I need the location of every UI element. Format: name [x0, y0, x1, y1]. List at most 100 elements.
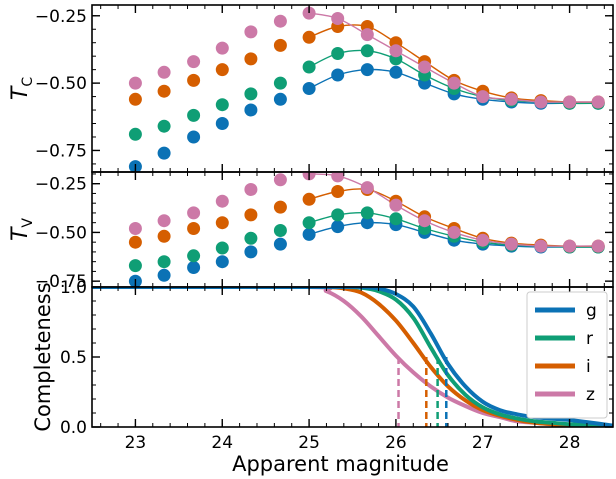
data-point-g	[273, 237, 287, 251]
data-point-r	[244, 231, 258, 245]
data-point-z	[360, 181, 374, 195]
data-point-r	[360, 44, 374, 58]
data-point-i	[331, 185, 345, 198]
data-point-g	[215, 117, 229, 130]
data-point-z	[244, 25, 258, 39]
data-point-r	[244, 87, 258, 101]
data-point-r	[187, 108, 201, 122]
data-point-g	[331, 220, 345, 234]
data-point-z	[504, 237, 518, 251]
data-point-r	[157, 119, 171, 133]
data-point-r	[331, 47, 345, 60]
data-point-i	[302, 192, 316, 206]
data-point-z	[128, 222, 142, 235]
y-axis-label-completeness: Completeness	[31, 282, 55, 431]
data-point-i	[215, 216, 229, 230]
data-point-r	[157, 255, 171, 269]
data-point-z	[273, 173, 287, 187]
data-point-i	[302, 30, 316, 44]
data-point-r	[389, 212, 403, 226]
data-point-z	[476, 233, 490, 247]
data-point-z	[215, 194, 229, 208]
data-point-i	[244, 208, 258, 222]
data-point-z	[302, 6, 316, 20]
legend-label-g: g	[586, 301, 597, 321]
data-point-g	[157, 268, 171, 282]
y-tick-label: −0.50	[35, 74, 87, 94]
y-tick-label: −0.25	[35, 7, 87, 27]
y-tick-label: −0.50	[35, 223, 87, 243]
x-tick-label: 28	[559, 433, 581, 453]
y-tick-label: 0.5	[60, 348, 87, 368]
data-point-z	[187, 206, 201, 220]
x-tick-label: 26	[385, 433, 407, 453]
data-point-i	[273, 38, 287, 52]
x-tick-label: 23	[125, 433, 147, 453]
data-point-i	[273, 200, 287, 214]
data-point-z	[389, 44, 403, 58]
data-point-i	[187, 73, 201, 87]
data-point-g	[187, 261, 201, 274]
data-point-z	[534, 95, 548, 109]
x-tick-label: 27	[472, 433, 494, 453]
data-point-g	[273, 92, 287, 106]
data-point-i	[157, 84, 171, 98]
data-point-z	[187, 55, 201, 69]
data-point-z	[447, 225, 461, 239]
data-point-z	[418, 214, 432, 228]
data-point-z	[563, 95, 577, 109]
data-point-r	[331, 208, 345, 222]
data-point-z	[215, 41, 229, 55]
data-point-r	[273, 76, 287, 90]
data-point-z	[157, 214, 171, 228]
completeness-curve-r	[92, 287, 613, 427]
y-tick-label: −0.25	[35, 175, 87, 195]
x-tick-label: 24	[211, 433, 233, 453]
data-point-z	[504, 92, 518, 106]
x-axis-label: Apparent magnitude	[232, 452, 449, 476]
data-point-i	[128, 235, 142, 249]
data-point-r	[273, 224, 287, 237]
data-point-z	[591, 239, 605, 253]
y-axis-label-tc: TC	[8, 77, 36, 100]
data-point-z	[389, 198, 403, 212]
data-point-z	[331, 12, 345, 25]
data-point-g	[157, 146, 171, 160]
data-point-z	[591, 95, 605, 109]
panel-tc-frame	[91, 4, 614, 173]
data-point-g	[302, 227, 316, 241]
data-point-g	[360, 63, 374, 77]
data-point-z	[331, 172, 345, 183]
legend-label-z: z	[586, 385, 595, 405]
data-point-z	[157, 65, 171, 79]
data-point-z	[418, 60, 432, 74]
data-point-z	[128, 76, 142, 90]
panel-tc: −0.25 −0.50 −0.75 TC	[8, 4, 614, 173]
data-point-i	[215, 63, 229, 77]
y-axis-label-tv: TV	[8, 218, 36, 241]
legend-label-i: i	[586, 357, 591, 377]
data-point-g	[244, 245, 258, 259]
data-point-i	[128, 92, 142, 106]
data-point-r	[215, 241, 229, 255]
data-point-g	[187, 130, 201, 144]
data-point-r	[360, 206, 374, 220]
data-point-r	[128, 127, 142, 141]
panel-tv-content	[128, 172, 605, 287]
legend-label-r: r	[586, 329, 593, 349]
y-tick-label: 0.0	[60, 418, 87, 438]
data-point-g	[302, 82, 316, 95]
data-point-g	[244, 103, 258, 117]
data-point-r	[187, 249, 201, 263]
data-point-z	[360, 28, 374, 42]
data-point-i	[244, 52, 258, 66]
data-point-g	[215, 255, 229, 269]
data-point-r	[302, 216, 316, 230]
data-point-z	[273, 14, 287, 28]
data-point-r	[128, 259, 142, 273]
panel-tc-content	[128, 6, 605, 172]
data-point-z	[244, 183, 258, 196]
